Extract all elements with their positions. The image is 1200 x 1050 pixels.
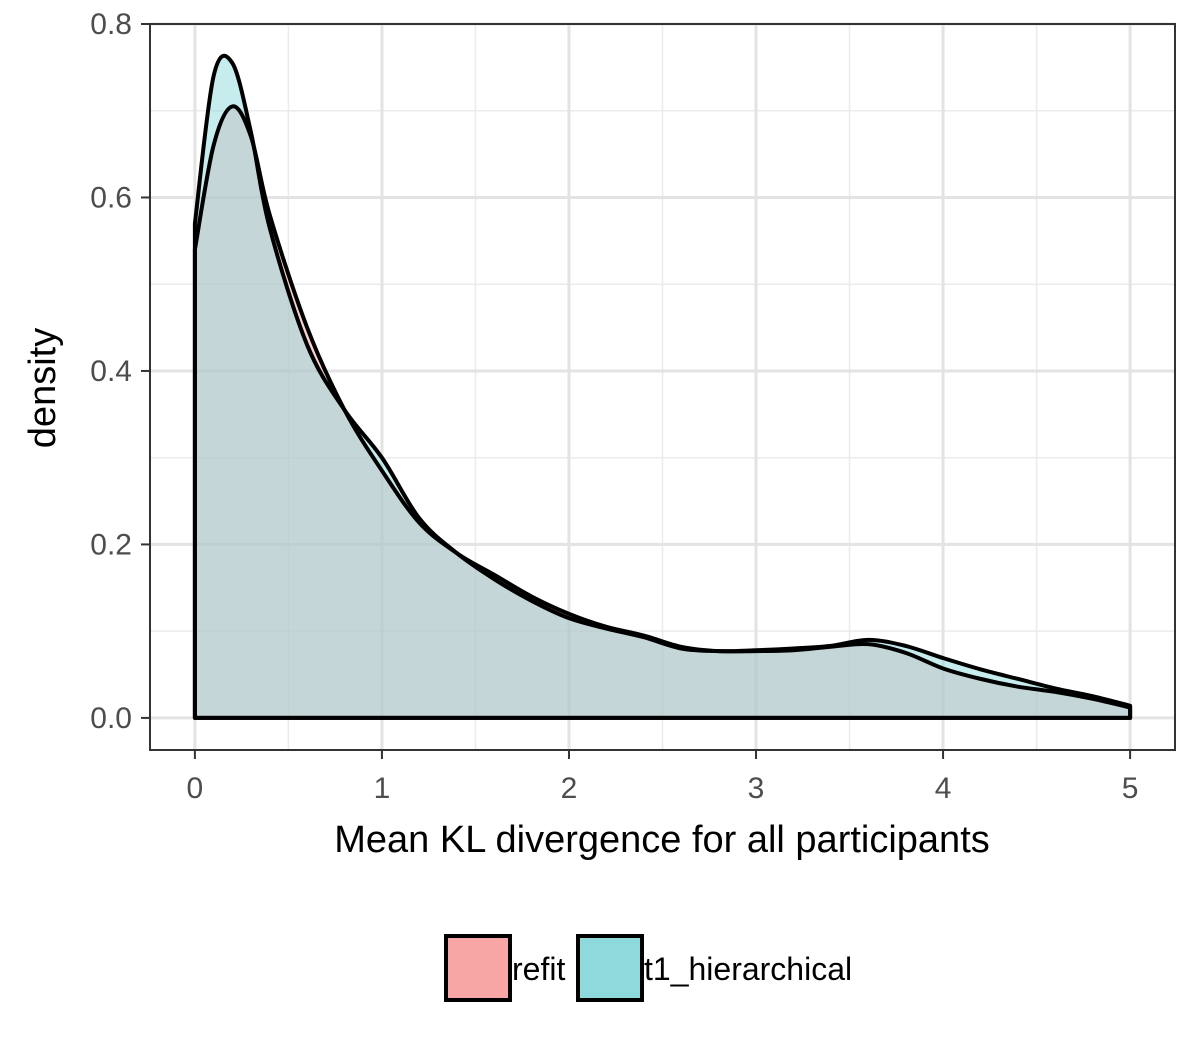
legend: refit t1_hierarchical bbox=[444, 934, 852, 1002]
x-tick-label: 5 bbox=[1122, 772, 1139, 805]
y-axis-title: density bbox=[22, 328, 64, 448]
x-axis: 0 1 2 3 4 5 bbox=[187, 750, 1139, 805]
y-tick-label: 0.6 bbox=[90, 181, 132, 214]
density-areas bbox=[192, 53, 1133, 720]
density-area-t1-hierarchical bbox=[194, 55, 1131, 718]
x-tick-label: 1 bbox=[374, 772, 391, 805]
legend-key-refit bbox=[444, 934, 512, 1002]
y-tick-label: 0.8 bbox=[90, 8, 132, 41]
x-tick-label: 0 bbox=[187, 772, 204, 805]
panel-frame bbox=[149, 23, 1176, 751]
y-axis: 0.0 0.2 0.4 0.6 0.8 bbox=[90, 8, 150, 735]
x-axis-title: Mean KL divergence for all participants bbox=[334, 819, 990, 861]
legend-key-t1-hierarchical bbox=[576, 934, 644, 1002]
y-tick-label: 0.0 bbox=[90, 702, 132, 735]
legend-label-t1-hierarchical: t1_hierarchical bbox=[644, 951, 852, 987]
legend-label-refit: refit bbox=[512, 951, 565, 987]
y-tick-label: 0.2 bbox=[90, 528, 132, 561]
y-tick-label: 0.4 bbox=[90, 355, 132, 388]
x-tick-label: 4 bbox=[935, 772, 952, 805]
x-tick-label: 2 bbox=[561, 772, 578, 805]
panel-border bbox=[149, 23, 1176, 751]
density-outline-t1-hierarchical bbox=[192, 53, 1133, 720]
x-tick-label: 3 bbox=[748, 772, 765, 805]
